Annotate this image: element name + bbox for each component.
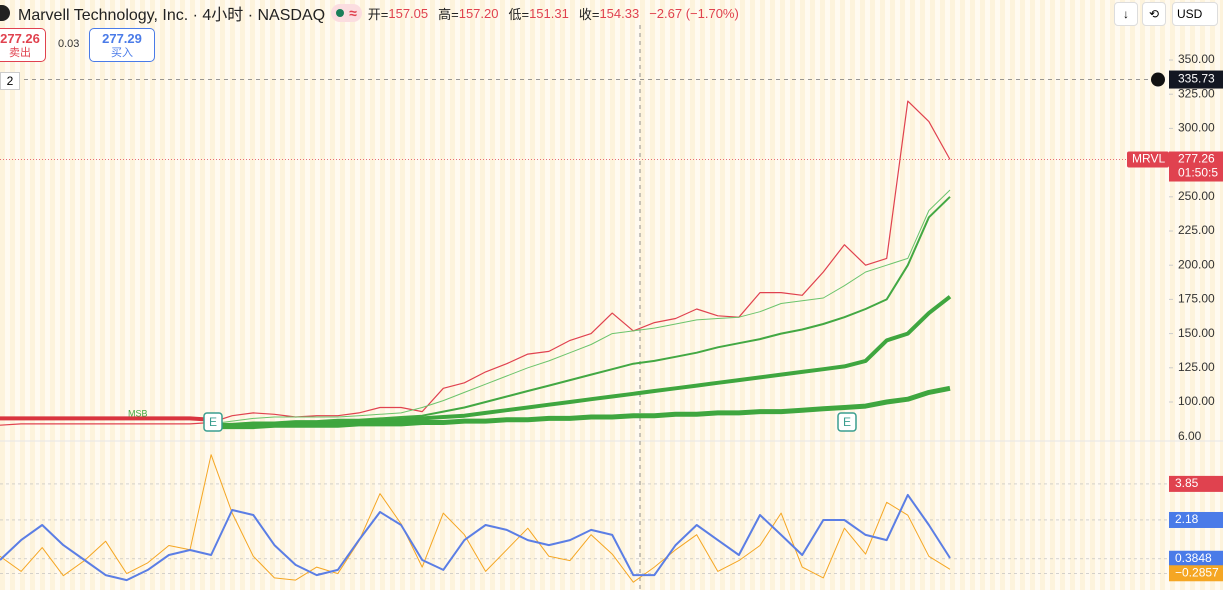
buy-label: 买入 bbox=[111, 47, 133, 59]
scale-bottom-label: 6.00 bbox=[1178, 429, 1202, 443]
value-badge bbox=[1169, 550, 1223, 567]
crosshair-plus bbox=[1151, 72, 1165, 87]
header: Marvell Technology, Inc. · 4小时 · NASDAQ … bbox=[0, 2, 743, 24]
y-tick-label: 300.00 bbox=[1178, 121, 1215, 135]
y-tick-label: 100.00 bbox=[1178, 394, 1215, 408]
value-badge bbox=[1169, 511, 1223, 528]
sell-label: 卖出 bbox=[9, 47, 31, 59]
y-tick-label: 175.00 bbox=[1178, 292, 1215, 306]
y-tick-label: 125.00 bbox=[1178, 360, 1215, 374]
series-line bbox=[0, 493, 951, 582]
symbol-badge bbox=[1127, 151, 1169, 168]
earnings-label: E bbox=[209, 415, 217, 429]
y-tick-label: 200.00 bbox=[1178, 257, 1215, 271]
buy-price: 277.29 bbox=[102, 31, 142, 46]
symbol-title[interactable]: Marvell Technology, Inc. · 4小时 · NASDAQ bbox=[18, 7, 326, 24]
high-label: 高= bbox=[438, 6, 459, 22]
buy-button[interactable]: 277.29 买入 bbox=[89, 28, 155, 62]
change: −2.67 (−1.70%) bbox=[649, 5, 739, 21]
low-label: 低= bbox=[508, 6, 530, 22]
status[interactable]: ≈ bbox=[331, 4, 362, 22]
logo bbox=[0, 5, 10, 21]
series-line bbox=[211, 189, 951, 425]
earnings-label: E bbox=[843, 415, 851, 429]
y-tick-label: 225.00 bbox=[1178, 223, 1215, 237]
close-label: 收= bbox=[578, 6, 600, 22]
y-tick-label: 0.3848 bbox=[1175, 551, 1212, 565]
series-line bbox=[0, 454, 951, 583]
crosshair-badge bbox=[1169, 70, 1223, 89]
symbol-label: MRVL bbox=[1132, 152, 1165, 166]
crosshair-label: 335.73 bbox=[1178, 72, 1215, 86]
close: 154.33 bbox=[599, 5, 640, 21]
market-dot bbox=[336, 9, 345, 17]
earnings-marker bbox=[837, 412, 857, 432]
y-tick-label: 3.85 bbox=[1175, 476, 1199, 490]
series-line bbox=[211, 385, 951, 430]
value-badge bbox=[1169, 475, 1223, 492]
low: 151.31 bbox=[529, 5, 569, 21]
spread: 0.03 bbox=[58, 38, 80, 50]
y-tick-label: 2.18 bbox=[1175, 512, 1199, 526]
status-icon: ≈ bbox=[349, 5, 357, 21]
refresh-button[interactable]: ⟲ bbox=[1142, 2, 1166, 26]
high: 157.20 bbox=[458, 5, 499, 21]
open-label: 开= bbox=[367, 6, 389, 22]
sell-button[interactable]: 277.26 卖出 bbox=[0, 28, 46, 62]
value-badge bbox=[1169, 565, 1223, 582]
series-line bbox=[211, 295, 952, 428]
y-tick-label: 325.00 bbox=[1178, 86, 1215, 100]
indicator-count[interactable]: 2 bbox=[0, 72, 20, 90]
price-badge bbox=[1169, 151, 1223, 182]
y-tick-label: 150.00 bbox=[1178, 326, 1215, 340]
series-line bbox=[0, 100, 951, 426]
earnings-marker bbox=[203, 412, 223, 432]
countdown-label: 01:50:5 bbox=[1178, 166, 1218, 180]
sell-price: 277.26 bbox=[0, 31, 40, 46]
last-price-label: 277.26 bbox=[1178, 152, 1215, 166]
series-line bbox=[211, 196, 951, 425]
y-tick-label: −0.2857 bbox=[1175, 565, 1219, 579]
y-tick-label: 250.00 bbox=[1178, 189, 1215, 203]
msb-label: MSB bbox=[128, 408, 148, 418]
open: 157.05 bbox=[388, 5, 429, 21]
series-line bbox=[0, 416, 212, 422]
currency-button[interactable]: USD bbox=[1172, 2, 1218, 26]
y-tick-label: 350.00 bbox=[1178, 52, 1215, 66]
download-button[interactable]: ↓ bbox=[1114, 2, 1138, 26]
